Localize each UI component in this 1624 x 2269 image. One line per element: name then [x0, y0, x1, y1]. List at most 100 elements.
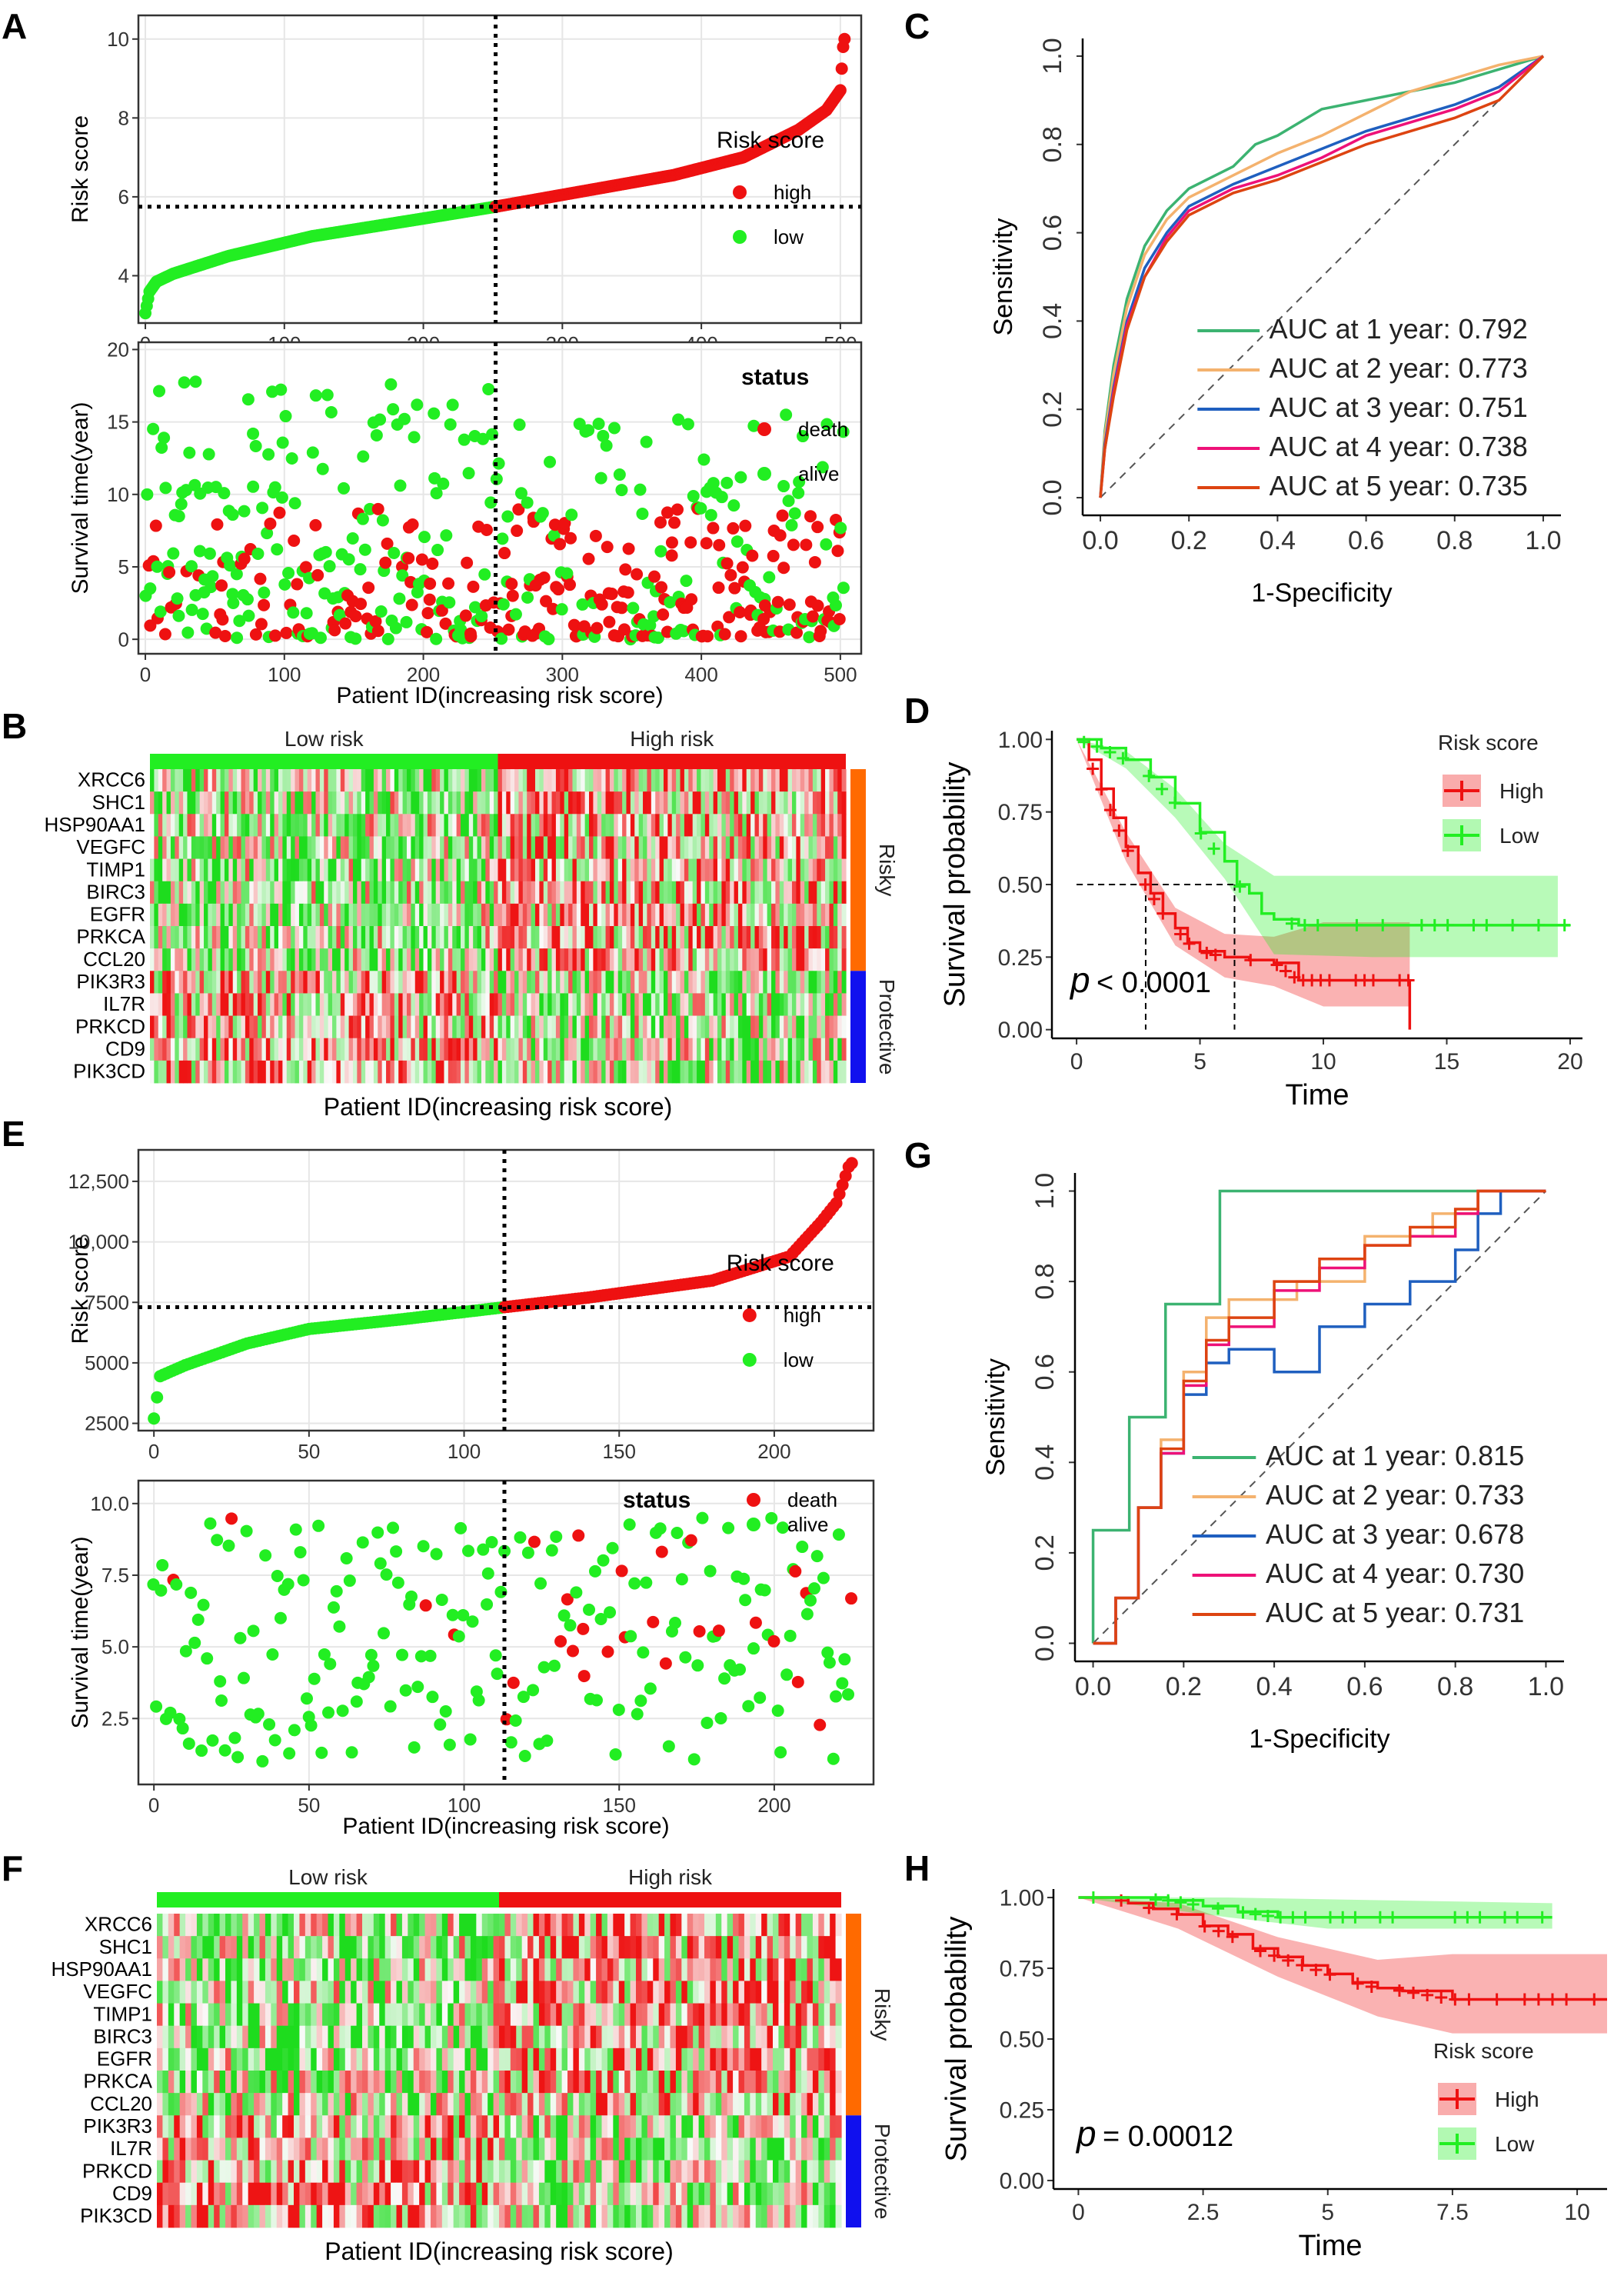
point-death [254, 572, 267, 585]
heatmap-cell [687, 1936, 694, 1959]
heatmap-cell [162, 2071, 169, 2094]
heatmap-cell [825, 858, 830, 882]
heatmap-cell [340, 858, 345, 882]
heatmap-cell [431, 1914, 438, 1937]
heatmap-cell [453, 1936, 460, 1959]
heatmap-cell [187, 1015, 192, 1039]
heatmap-cell [307, 926, 312, 949]
heatmap-cell [506, 1038, 511, 1061]
point-alive [478, 568, 491, 581]
heatmap-cell [510, 858, 515, 882]
heatmap-cell [276, 1936, 283, 1959]
heatmap-cell [693, 1914, 700, 1937]
heatmap-cell [322, 2025, 329, 2049]
point-alive [268, 481, 281, 494]
heatmap-cell [742, 1060, 747, 1084]
heatmap-cell [767, 1060, 772, 1084]
heatmap-cell [394, 814, 399, 837]
heatmap-cell [328, 836, 333, 859]
heatmap-cell [324, 926, 329, 949]
point-alive [234, 1631, 247, 1644]
heatmap-cell [179, 1958, 186, 1981]
heatmap-cell [498, 769, 503, 792]
heatmap-cell [435, 926, 441, 949]
heatmap-cell [568, 814, 574, 837]
point-alive [191, 1613, 205, 1626]
heatmap-cell [590, 1914, 597, 1937]
heatmap-cell [390, 881, 395, 905]
heatmap-cell [589, 948, 594, 971]
heatmap-cell [195, 881, 201, 905]
heatmap-cell [365, 1038, 371, 1061]
heatmap-cell [441, 1936, 448, 1959]
heatmap-cell [369, 903, 374, 927]
point-death [328, 624, 341, 637]
heatmap-cell [704, 769, 710, 792]
heatmap-cell [651, 1060, 656, 1084]
heatmap-cell [710, 1914, 717, 1937]
heatmap-cell [328, 1936, 334, 1959]
heatmap-cell [516, 2025, 523, 2049]
heatmap-cell [791, 791, 797, 815]
heatmap-cell [154, 791, 159, 815]
point-death [718, 628, 731, 641]
heatmap-cell [522, 926, 527, 949]
heatmap-cell [248, 2003, 255, 2027]
heatmap-cell [202, 1914, 209, 1937]
heatmap-cell [626, 926, 631, 949]
heatmap-cell [231, 1981, 238, 2004]
heatmap-cell [800, 858, 805, 882]
heatmap-cell [406, 903, 411, 927]
heatmap-cell [779, 926, 784, 949]
heatmap-cell [461, 903, 466, 927]
heatmap-cell [510, 1936, 517, 1959]
heatmap-cell [328, 2047, 334, 2071]
heatmap-cell [808, 903, 814, 927]
heatmap-cell [419, 1060, 424, 1084]
heatmap-cell [824, 1981, 830, 2004]
heatmap-cell [166, 881, 171, 905]
heatmap-cell [833, 1015, 838, 1039]
point-alive [308, 1672, 321, 1685]
heatmap-cell [357, 948, 362, 971]
heatmap-cell [573, 2003, 580, 2027]
heatmap-cell [750, 814, 756, 837]
heatmap-cell [444, 1038, 449, 1061]
heatmap-cell [157, 1936, 164, 1959]
heatmap-cell [778, 2025, 785, 2049]
point-alive [446, 398, 459, 411]
heatmap-cell [659, 926, 664, 949]
heatmap-cell [787, 1060, 793, 1084]
heatmap-cell [424, 1914, 431, 1937]
heatmap-cell [804, 769, 810, 792]
point-death [654, 516, 667, 529]
heatmap-cell [817, 903, 822, 927]
point-alive [782, 495, 795, 508]
heatmap-cell [609, 814, 614, 837]
heatmap-cell [170, 858, 175, 882]
heatmap-cell [626, 836, 631, 859]
heatmap-cell [527, 1936, 534, 1959]
point-alive [324, 405, 338, 418]
point-alive [820, 538, 833, 551]
heatmap-cell [597, 993, 602, 1016]
heatmap-cell [158, 926, 163, 949]
heatmap-cell [709, 769, 714, 792]
heatmap-cell [693, 1936, 700, 1959]
point-death [777, 561, 790, 575]
point-alive [765, 1511, 778, 1524]
heatmap-cell [419, 1981, 426, 2004]
point-alive [481, 1598, 494, 1611]
heatmap-cell [489, 858, 494, 882]
heatmap-cell [551, 791, 557, 815]
heatmap-cell [494, 858, 499, 882]
point-death [668, 516, 681, 529]
heatmap-cell [609, 903, 614, 927]
heatmap-cell [527, 971, 532, 994]
heatmap-cell [812, 2003, 819, 2027]
heatmap-cell [812, 1015, 817, 1039]
heatmap-cell [340, 836, 345, 859]
heatmap-cell [564, 769, 569, 792]
heatmap-cell [717, 791, 722, 815]
